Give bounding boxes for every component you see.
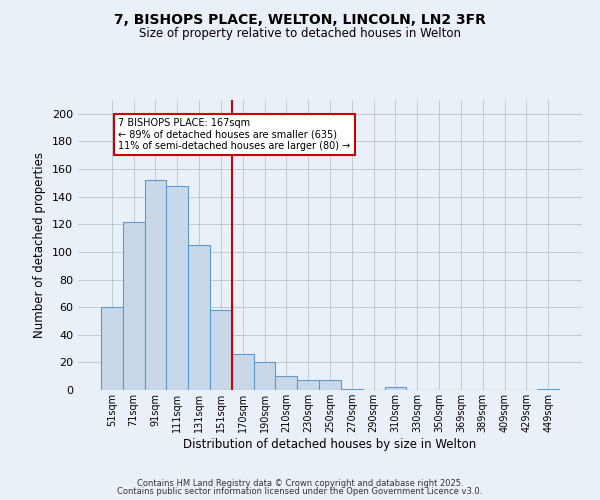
Text: Size of property relative to detached houses in Welton: Size of property relative to detached ho… bbox=[139, 28, 461, 40]
Bar bbox=[123, 222, 145, 390]
Bar bbox=[101, 307, 123, 390]
Bar bbox=[297, 380, 319, 390]
Bar bbox=[275, 376, 297, 390]
Bar bbox=[254, 362, 275, 390]
Y-axis label: Number of detached properties: Number of detached properties bbox=[34, 152, 46, 338]
Bar bbox=[145, 180, 166, 390]
Bar bbox=[210, 310, 232, 390]
Text: 7 BISHOPS PLACE: 167sqm
← 89% of detached houses are smaller (635)
11% of semi-d: 7 BISHOPS PLACE: 167sqm ← 89% of detache… bbox=[118, 118, 350, 151]
Text: Contains HM Land Registry data © Crown copyright and database right 2025.: Contains HM Land Registry data © Crown c… bbox=[137, 478, 463, 488]
X-axis label: Distribution of detached houses by size in Welton: Distribution of detached houses by size … bbox=[184, 438, 476, 450]
Text: Contains public sector information licensed under the Open Government Licence v3: Contains public sector information licen… bbox=[118, 487, 482, 496]
Bar bbox=[537, 388, 559, 390]
Bar bbox=[341, 388, 363, 390]
Bar bbox=[232, 354, 254, 390]
Bar bbox=[188, 245, 210, 390]
Text: 7, BISHOPS PLACE, WELTON, LINCOLN, LN2 3FR: 7, BISHOPS PLACE, WELTON, LINCOLN, LN2 3… bbox=[114, 12, 486, 26]
Bar bbox=[385, 387, 406, 390]
Bar bbox=[319, 380, 341, 390]
Bar bbox=[166, 186, 188, 390]
